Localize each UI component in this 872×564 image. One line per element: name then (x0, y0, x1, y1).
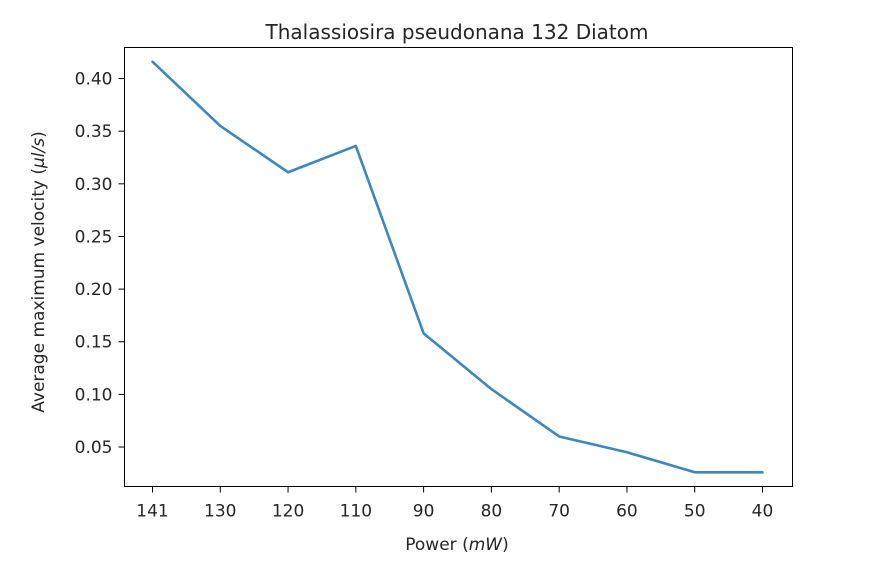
y-axis-label-unit: μl/s (29, 138, 49, 169)
x-tick-label: 60 (616, 502, 638, 522)
x-tick-label: 40 (752, 502, 774, 522)
series-line (151, 60, 764, 474)
y-tick-label: 0.15 (75, 333, 113, 353)
plot-area (124, 47, 793, 487)
y-tick-label: 0.30 (75, 175, 113, 195)
x-axis-label-unit: mW (469, 535, 504, 555)
y-tick-label: 0.40 (75, 70, 113, 90)
y-axis-label: Average maximum velocity (μl/s) (29, 131, 49, 413)
x-tick-label: 90 (413, 502, 435, 522)
x-tick-label: 110 (340, 502, 372, 522)
x-tick-label: 50 (684, 502, 706, 522)
y-tick-label: 0.20 (75, 280, 113, 300)
y-tick-label: 0.10 (75, 385, 113, 405)
x-axis: 141 130 120 110 90 80 70 60 50 40 (136, 486, 774, 522)
y-tick-label: 0.35 (75, 122, 113, 142)
y-axis-label-text: Average maximum velocity ( (29, 168, 49, 413)
x-axis-label-close: ) (502, 535, 509, 555)
y-tick-label: 0.25 (75, 227, 113, 247)
plot-frame (124, 47, 793, 487)
y-axis: 0.05 0.10 0.15 0.20 0.25 0.30 0.35 0.40 (75, 70, 125, 458)
x-tick-label: 80 (481, 502, 503, 522)
x-axis-label-text: Power ( (405, 535, 468, 555)
x-axis-label: Power (mW) (405, 535, 508, 555)
chart-title: Thalassiosira pseudonana 132 Diatom (265, 20, 649, 44)
x-tick-label: 130 (204, 502, 236, 522)
x-tick-label: 70 (548, 502, 570, 522)
x-tick-label: 141 (136, 502, 168, 522)
y-tick-label: 0.05 (75, 438, 113, 458)
y-axis-label-close: ) (29, 131, 49, 138)
series-layer (151, 60, 764, 474)
x-tick-label: 120 (272, 502, 304, 522)
